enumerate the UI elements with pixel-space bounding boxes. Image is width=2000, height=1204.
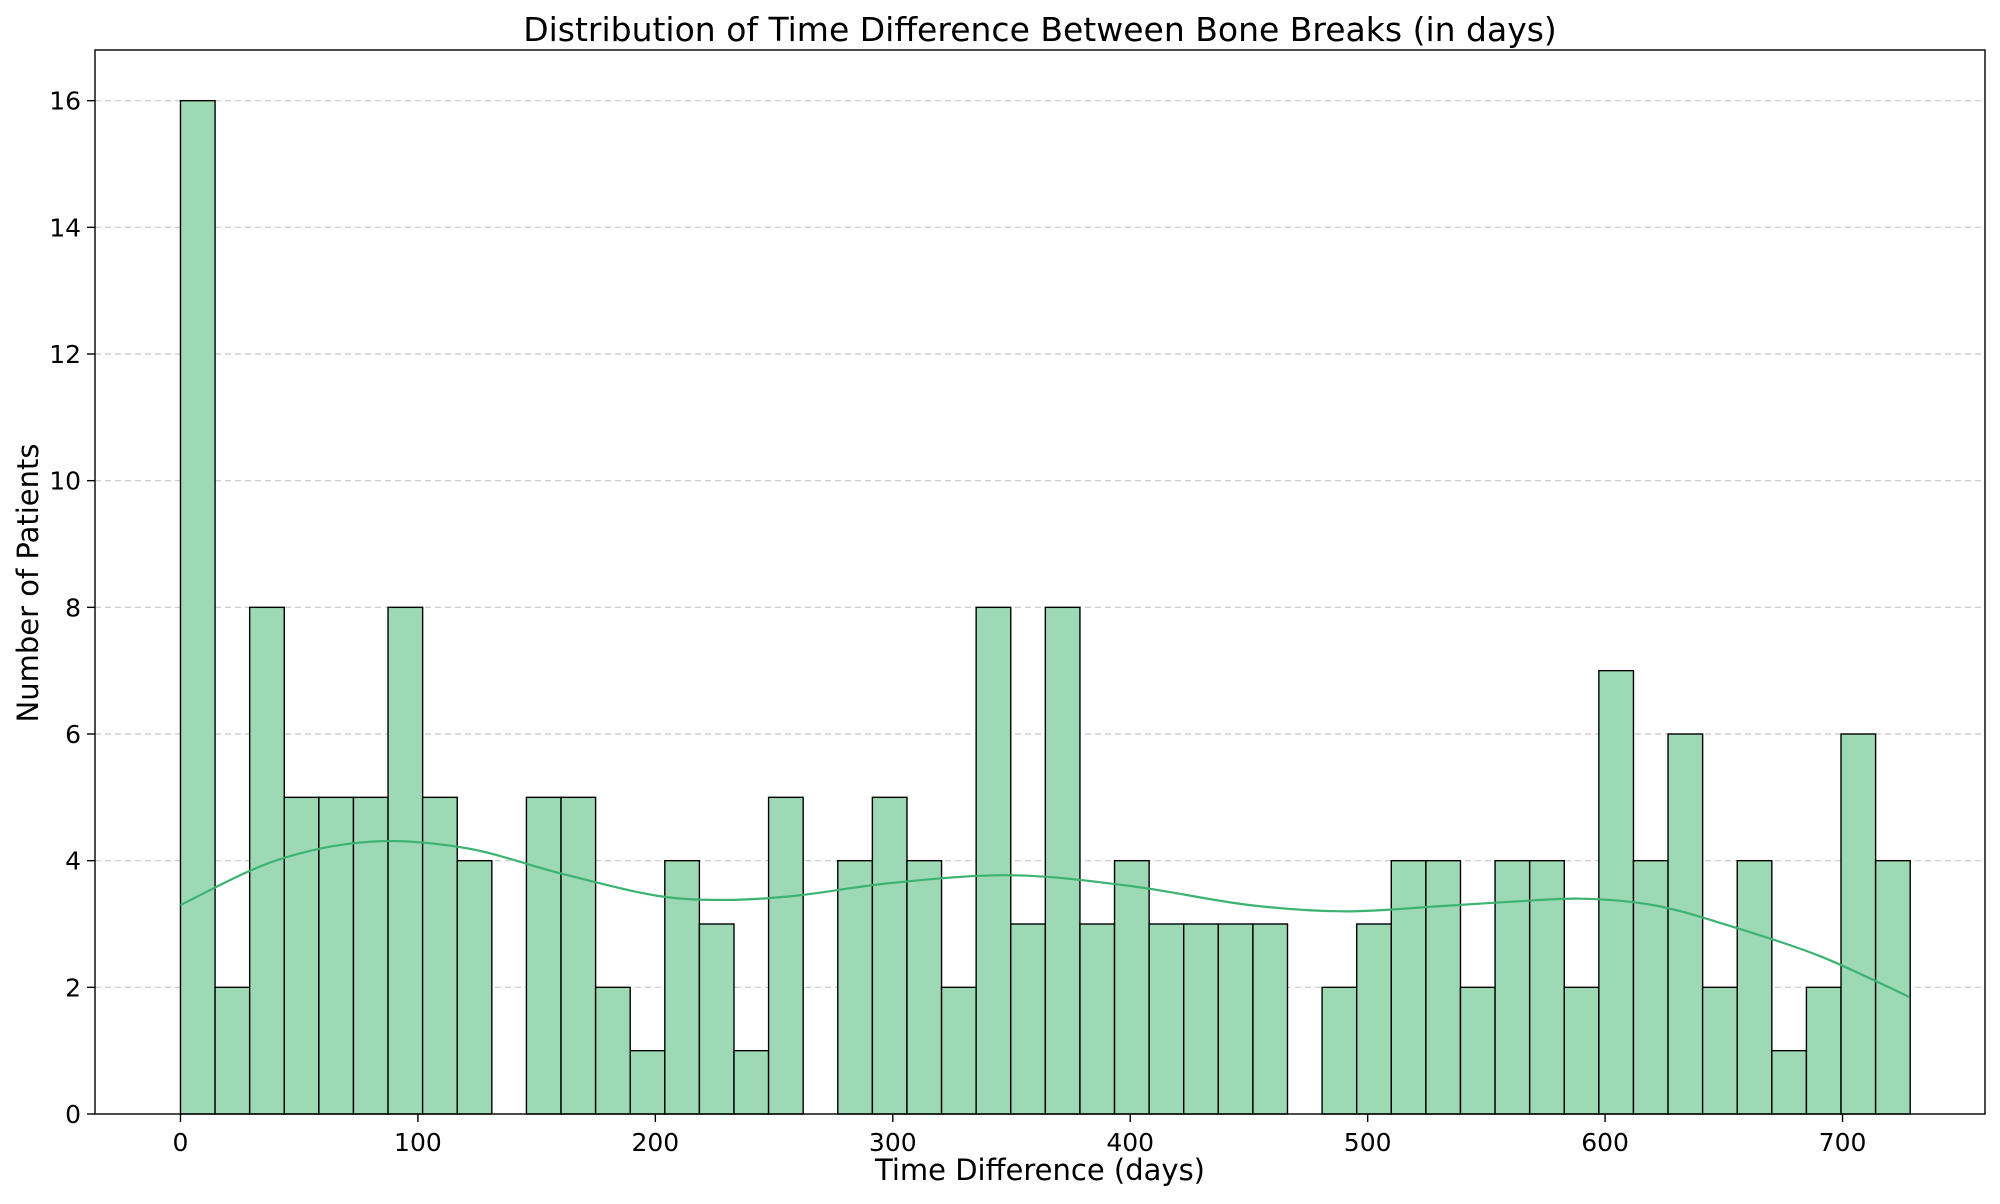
x-axis-ticks: 0 100 200 300 400 500 600 700 <box>173 1114 1867 1157</box>
histogram-bar <box>525 796 562 1115</box>
kde-density-curve <box>180 839 1910 998</box>
y-tick-label: 16 <box>49 87 81 116</box>
x-tick-label: 700 <box>1819 1128 1867 1157</box>
y-axis-label: Number of Patients <box>11 444 45 723</box>
histogram-bar <box>1148 923 1185 1115</box>
histogram-bar <box>1840 733 1877 1115</box>
histogram-bar <box>1736 859 1773 1115</box>
x-tick-label: 500 <box>1344 1128 1392 1157</box>
x-tick-label: 300 <box>869 1128 917 1157</box>
histogram-bar <box>1771 1049 1808 1115</box>
plot-area-frame <box>94 49 1986 1115</box>
histogram-bar <box>283 796 320 1115</box>
histogram-bar <box>1044 606 1081 1115</box>
histogram-bar <box>456 859 493 1115</box>
histogram-bar <box>1459 986 1496 1115</box>
histogram-bar <box>733 1049 770 1115</box>
x-tick-label: 400 <box>1106 1128 1154 1157</box>
histogram-bar <box>387 606 424 1115</box>
x-tick-label: 0 <box>173 1128 189 1157</box>
y-tick-label: 6 <box>65 720 81 749</box>
y-axis-ticks: 0 2 4 6 8 10 12 14 16 <box>49 87 95 1129</box>
histogram-bar <box>698 923 735 1115</box>
histogram-bar <box>1390 859 1427 1115</box>
histogram-bar <box>352 796 389 1115</box>
histogram-bar <box>837 859 874 1115</box>
x-tick-label: 600 <box>1581 1128 1629 1157</box>
histogram-bar <box>1563 986 1600 1115</box>
histogram-bar <box>1425 859 1462 1115</box>
histogram-bar <box>629 1049 666 1115</box>
histogram-bar <box>1701 986 1738 1115</box>
histogram-bar <box>1010 923 1047 1115</box>
histogram-bar <box>594 986 631 1115</box>
histogram-bar <box>1183 923 1220 1115</box>
y-tick-label: 8 <box>65 593 81 622</box>
histogram-bar <box>906 859 943 1115</box>
histogram-bar <box>1217 923 1254 1115</box>
histogram-bar <box>1079 923 1116 1115</box>
y-tick-label: 0 <box>65 1100 81 1129</box>
histogram-bar <box>421 796 458 1115</box>
histogram-bar <box>560 796 597 1115</box>
histogram-bar <box>975 606 1012 1115</box>
histogram-bar <box>1667 733 1704 1115</box>
histogram-bar <box>214 986 251 1115</box>
histogram-bar <box>1494 859 1531 1115</box>
histogram-bar <box>179 99 216 1115</box>
histogram-bar <box>1805 986 1842 1115</box>
histogram-bar <box>1252 923 1289 1115</box>
histogram-bar <box>1321 986 1358 1115</box>
y-tick-label: 12 <box>49 340 81 369</box>
x-axis-label: Time Difference (days) <box>874 1153 1205 1187</box>
x-tick-label: 200 <box>631 1128 679 1157</box>
chart-title: Distribution of Time Difference Between … <box>523 10 1557 49</box>
histogram-bar <box>1874 859 1911 1115</box>
y-tick-label: 4 <box>65 847 81 876</box>
histogram-bar <box>767 796 804 1115</box>
y-tick-label: 14 <box>49 213 81 242</box>
histogram-bar <box>940 986 977 1115</box>
histogram-bar <box>664 859 701 1115</box>
y-tick-label: 2 <box>65 973 81 1002</box>
histogram-bar <box>871 796 908 1115</box>
y-tick-label: 10 <box>49 467 81 496</box>
histogram-bar <box>1113 859 1150 1115</box>
histogram-bar <box>1355 923 1392 1115</box>
histogram-bar <box>1632 859 1669 1115</box>
histogram-bar <box>1598 669 1635 1115</box>
histogram-bar <box>248 606 285 1115</box>
x-tick-label: 100 <box>394 1128 442 1157</box>
